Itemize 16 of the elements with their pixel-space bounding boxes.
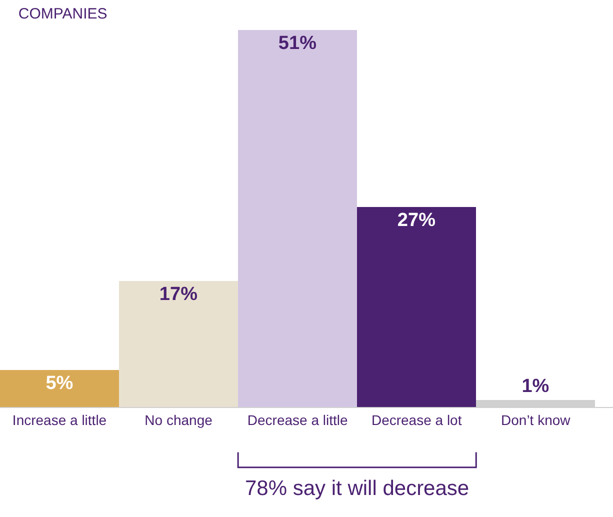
data-label: 1% — [522, 376, 550, 397]
data-label: 51% — [278, 33, 317, 54]
data-label: 27% — [397, 210, 436, 231]
bar — [0, 370, 119, 407]
x-tick-label: Decrease a lot — [371, 412, 462, 428]
x-tick-label: Increase a little — [12, 412, 107, 428]
bar — [238, 30, 357, 407]
text: 78% say it will decrease — [245, 477, 470, 500]
data-label: 17% — [159, 284, 198, 305]
x-tick-label: No change — [144, 412, 213, 428]
x-tick-label: Decrease a little — [247, 412, 348, 428]
data-label: 5% — [46, 373, 74, 394]
bar — [357, 207, 476, 407]
chart-title: COMPANIES — [18, 5, 108, 22]
bar — [119, 281, 238, 407]
x-tick-label: Don’t know — [500, 412, 572, 428]
